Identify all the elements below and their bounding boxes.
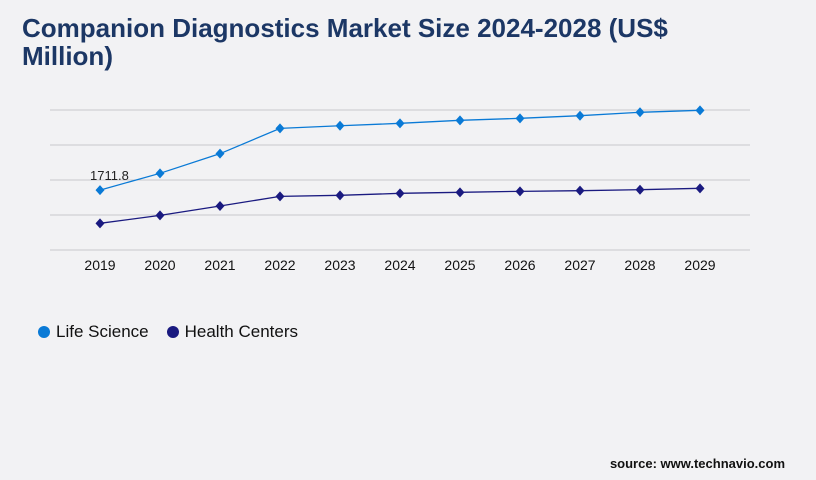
x-tick-label: 2025 xyxy=(444,257,475,273)
data-point xyxy=(695,183,705,194)
data-point xyxy=(695,105,705,116)
data-point xyxy=(455,115,465,126)
legend: Life Science Health Centers xyxy=(38,322,298,342)
chart-title: Companion Diagnostics Market Size 2024-2… xyxy=(22,13,668,71)
x-tick-label: 2027 xyxy=(564,257,595,273)
x-tick-label: 2029 xyxy=(684,257,715,273)
data-point xyxy=(95,185,105,196)
legend-marker-life-science xyxy=(38,326,50,338)
data-point xyxy=(275,191,285,202)
x-tick-label: 2022 xyxy=(264,257,295,273)
data-point xyxy=(635,107,645,118)
legend-item-health-centers: Health Centers xyxy=(166,322,299,342)
data-point xyxy=(395,188,405,199)
legend-marker-health-centers xyxy=(166,326,179,338)
data-point xyxy=(95,218,105,229)
x-tick-label: 2028 xyxy=(624,257,655,273)
legend-label: Life Science xyxy=(56,322,149,341)
data-point xyxy=(215,201,225,212)
data-point xyxy=(515,186,525,197)
data-point xyxy=(335,120,345,131)
legend-label: Health Centers xyxy=(184,322,299,341)
source-note: source: www.technavio.com xyxy=(609,456,785,471)
data-point xyxy=(455,187,465,198)
data-point xyxy=(155,210,165,221)
data-point xyxy=(515,113,525,124)
data-point xyxy=(635,184,645,195)
data-point xyxy=(335,190,345,201)
data-label: 1711.8 xyxy=(90,168,129,183)
x-tick-label: 2021 xyxy=(204,257,235,273)
data-point xyxy=(575,110,585,121)
data-point xyxy=(155,168,165,179)
x-tick-label: 2020 xyxy=(144,257,175,273)
data-point xyxy=(275,123,285,134)
x-tick-label: 2019 xyxy=(84,257,115,273)
data-point xyxy=(395,118,405,129)
legend-item-life-science: Life Science xyxy=(38,322,149,342)
data-point xyxy=(575,185,585,196)
x-tick-label: 2026 xyxy=(504,257,535,273)
data-point xyxy=(215,148,225,159)
x-tick-label: 2023 xyxy=(324,257,355,273)
x-tick-label: 2024 xyxy=(384,257,415,273)
